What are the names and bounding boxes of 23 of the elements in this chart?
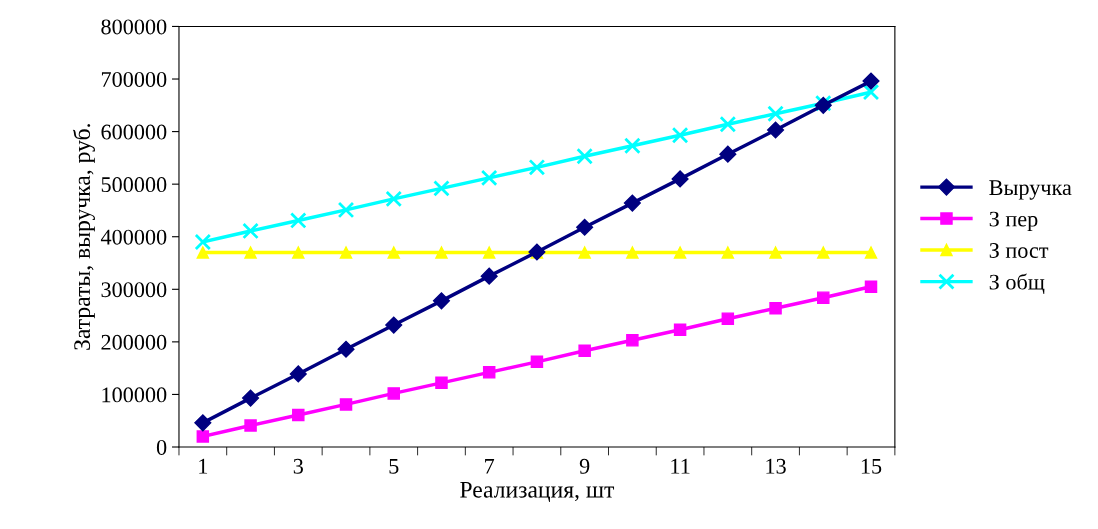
legend-label: Выручка [989, 180, 1072, 200]
x-tick-label: 5 [389, 458, 399, 474]
y-tick-label: 400000 [100, 229, 167, 245]
legend-label: З пост [989, 243, 1049, 258]
legend-label: З пер [989, 211, 1038, 232]
y-tick-label: 300000 [101, 282, 167, 298]
y-tick-label: 700000 [101, 71, 167, 87]
y-tick-label: 100000 [102, 387, 167, 403]
y-tick-label: 200000 [101, 334, 167, 350]
x-tick-label: 9 [579, 458, 590, 474]
legend-label: З общ [989, 273, 1045, 295]
x-axis-title: Реализация, шт [460, 481, 615, 502]
x-tick-label: 1 [199, 458, 208, 474]
x-tick-label: 7 [485, 458, 495, 474]
y-tick-label: 500000 [101, 177, 167, 193]
y-tick-label: 600000 [101, 124, 167, 140]
y-axis-title: Затраты, выручка, руб. [72, 124, 95, 350]
y-tick-label: 0 [156, 439, 167, 455]
x-tick-label: 11 [671, 458, 690, 474]
y-tick-label: 800000 [101, 19, 167, 35]
x-tick-label: 13 [766, 458, 786, 474]
x-tick-label: 15 [861, 458, 882, 474]
x-tick-label: 3 [293, 458, 303, 474]
